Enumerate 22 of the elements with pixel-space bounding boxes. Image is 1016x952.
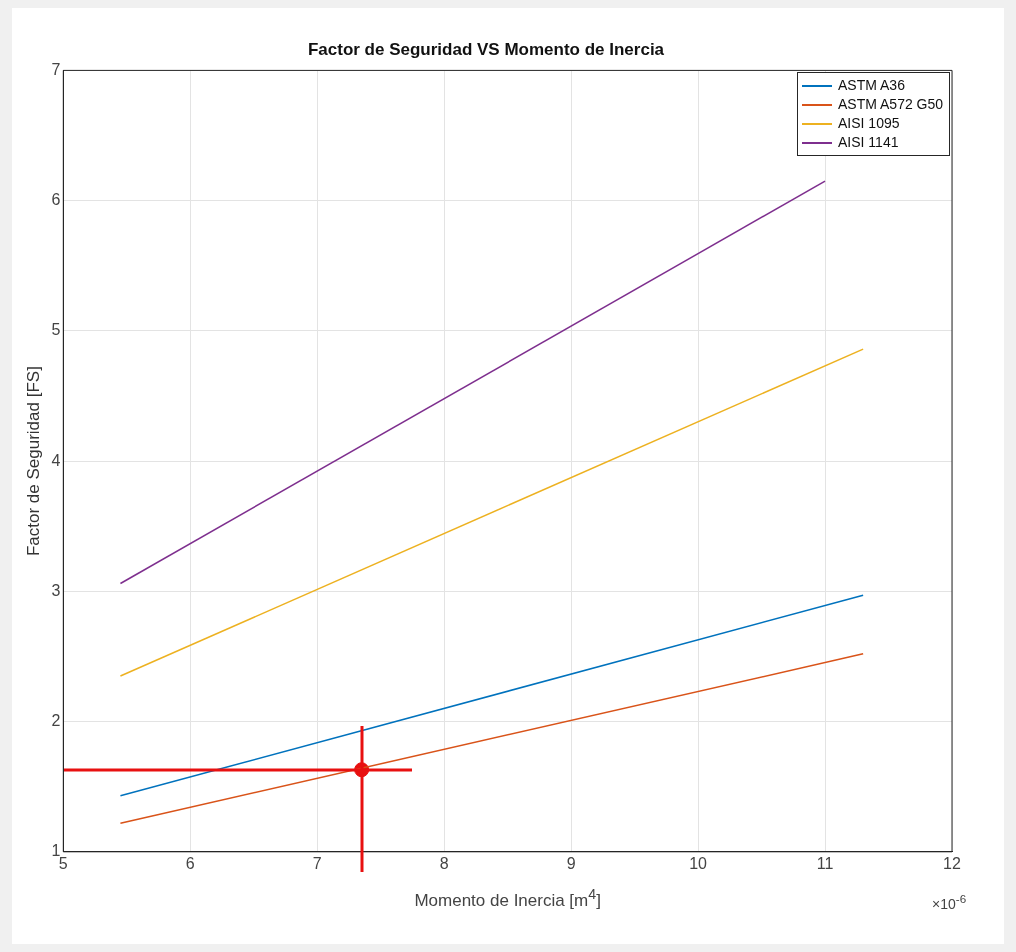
legend-label: ASTM A572 G50 (838, 95, 944, 115)
y-tick-label: 4 (51, 451, 61, 469)
y-tick-label: 5 (51, 321, 61, 339)
x-tick-label: 10 (689, 854, 708, 872)
x-tick-label: 8 (439, 854, 449, 872)
chart-title: Factor de Seguridad VS Momento de Inercia (307, 39, 665, 59)
x-tick-label: 11 (816, 854, 834, 872)
x-tick-label: 12 (943, 854, 961, 872)
y-axis-title: Factor de Seguridad [FS] (23, 366, 43, 557)
y-tick-label: 6 (51, 191, 61, 209)
legend-label: ASTM A36 (838, 76, 905, 96)
x-tick-label: 6 (185, 854, 195, 872)
x-axis-title: Momento de Inercia [m$^{4}$] (414, 885, 601, 911)
y-tick-label: 1 (51, 842, 61, 860)
y-tick-label: 3 (51, 581, 61, 599)
y-tick-label: 7 (51, 60, 61, 78)
y-tick-label: 2 (51, 711, 61, 729)
legend-label: AISI 1095 (838, 114, 900, 134)
x-tick-label: 7 (312, 854, 322, 872)
x-tick-label: 9 (566, 854, 576, 872)
text: ×10$^{-6}$ (932, 891, 967, 912)
legend-label: AISI 1141 (838, 133, 899, 153)
